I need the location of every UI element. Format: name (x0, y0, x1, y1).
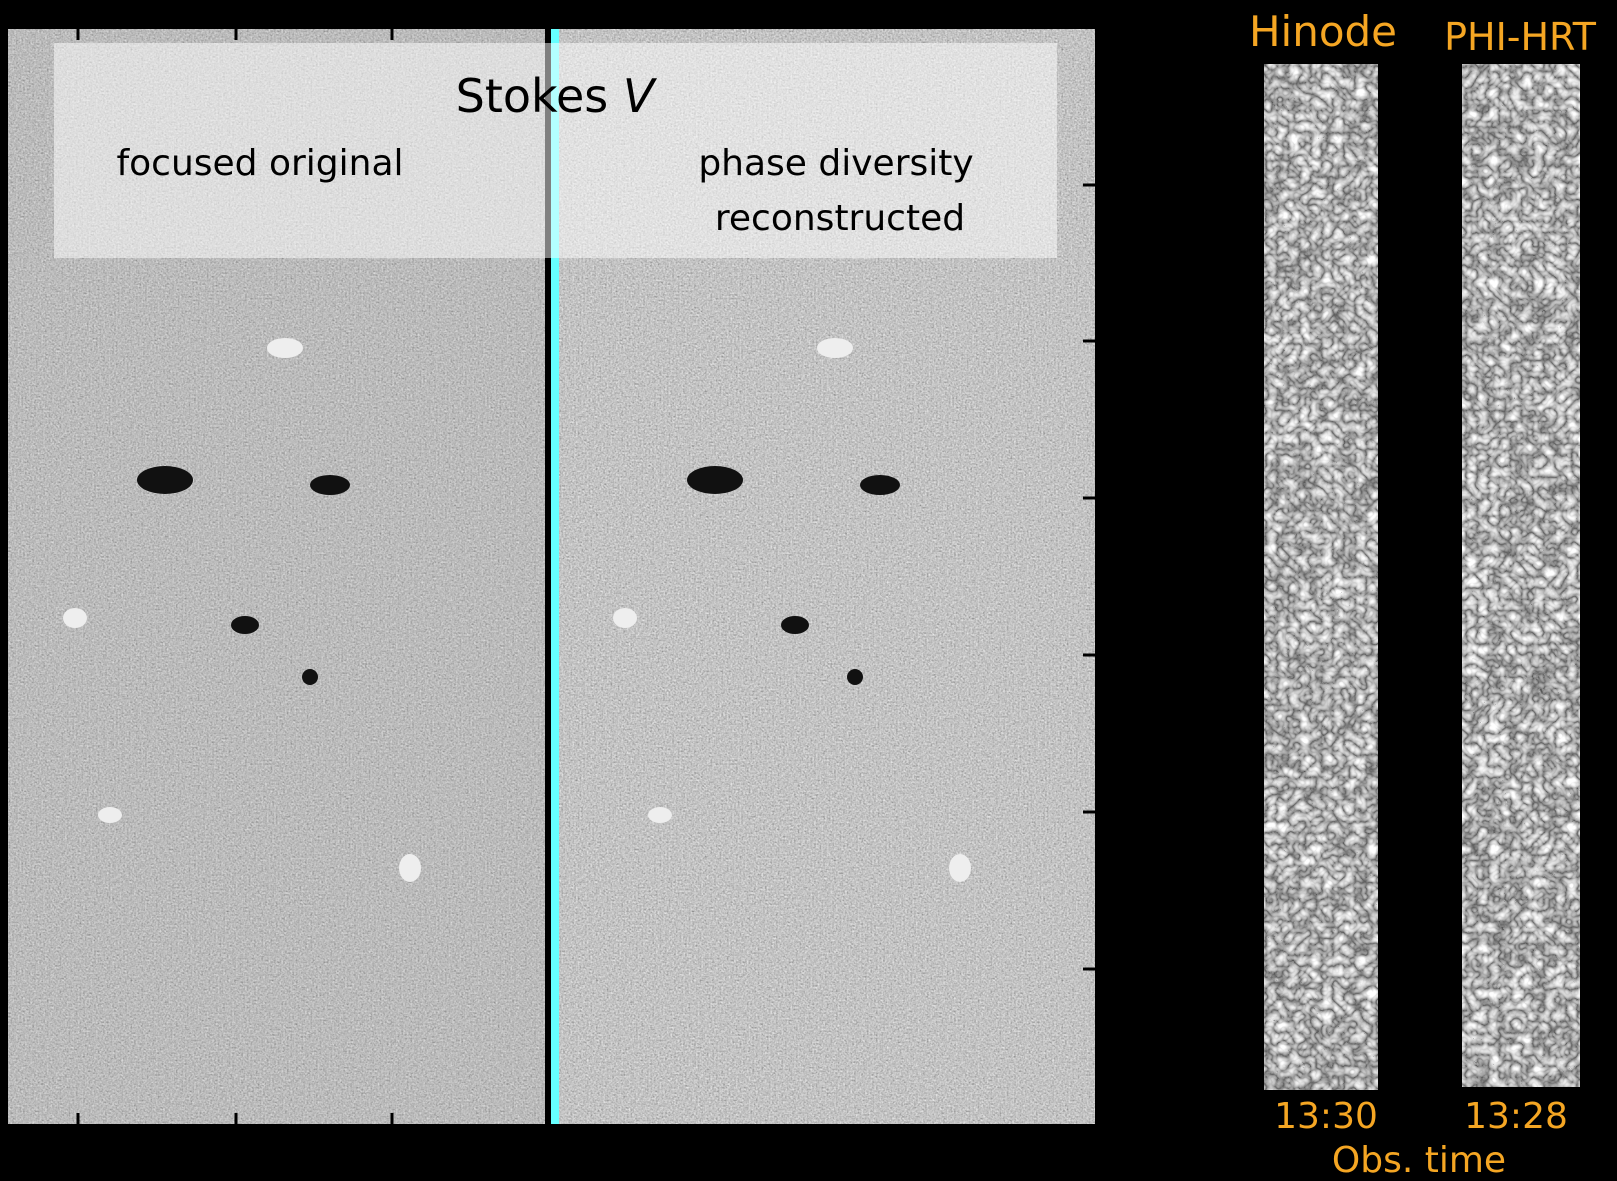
right-label: phase diversity (698, 143, 973, 184)
instrument-label: Hinode (1249, 7, 1397, 56)
title-text: Stokes (456, 69, 623, 123)
title-variable: V (623, 69, 658, 123)
instrument-label: PHI-HRT (1444, 15, 1597, 59)
left-label: focused original (116, 143, 403, 184)
time-label: 13:28 (1464, 1096, 1568, 1137)
axis-label: Obs. time (1332, 1140, 1506, 1181)
panel-title: Stokes V (456, 69, 658, 123)
page: Stokes V focused original phase diversit… (0, 0, 1617, 1181)
hinode-texture (1264, 64, 1378, 1090)
figure: Stokes V focused original phase diversit… (0, 0, 1617, 1181)
phi-texture (1462, 64, 1580, 1087)
time-label: 13:30 (1274, 1096, 1378, 1137)
right-label: reconstructed (715, 198, 965, 239)
